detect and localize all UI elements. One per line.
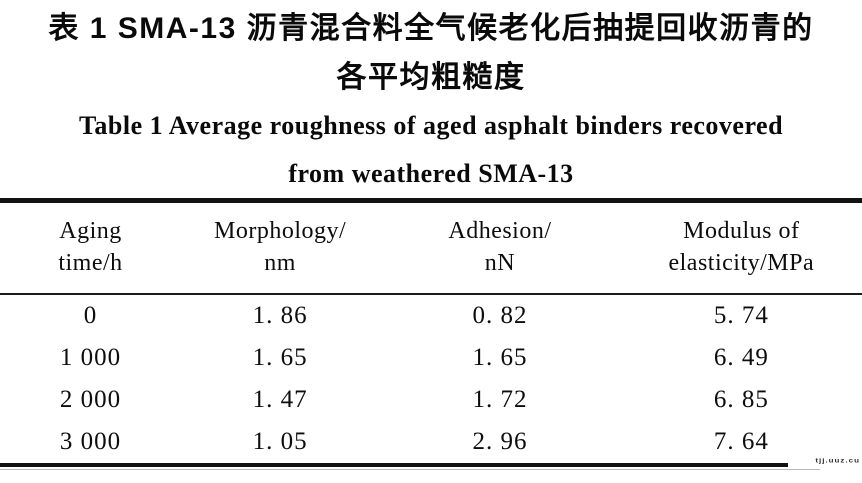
cell-adhesion: 1. 65 bbox=[472, 344, 528, 371]
col-header-modulus-line2: elasticity/MPa bbox=[668, 250, 815, 276]
cell-morphology: 1. 47 bbox=[252, 386, 308, 413]
data-table: Aging time/h Morphology/ nm Adhesion/ nN… bbox=[0, 203, 862, 463]
table-row: 0 1. 86 0. 82 5. 74 bbox=[0, 294, 862, 337]
cell-modulus: 6. 85 bbox=[713, 386, 769, 413]
data-table-container: Aging time/h Morphology/ nm Adhesion/ nN… bbox=[0, 198, 862, 470]
watermark-text: tjj.uuz.cu bbox=[815, 456, 860, 465]
table-caption-zh: 表 1 SMA-13 沥青混合料全气候老化后抽提回收沥青的 各平均粗糙度 bbox=[0, 4, 862, 102]
table-header-row: Aging time/h Morphology/ nm Adhesion/ nN… bbox=[0, 203, 862, 295]
cell-morphology: 1. 65 bbox=[252, 344, 308, 371]
cell-aging-time: 2 000 bbox=[59, 386, 122, 413]
table-row: 1 000 1. 65 1. 65 6. 49 bbox=[0, 337, 862, 379]
col-header-modulus: Modulus of elasticity/MPa bbox=[620, 203, 862, 295]
table-bottom-rule bbox=[0, 463, 820, 470]
cell-adhesion: 0. 82 bbox=[472, 302, 528, 329]
col-header-aging-time-line1: Aging bbox=[59, 218, 122, 244]
table-caption-en: Table 1 Average roughness of aged asphal… bbox=[0, 102, 862, 198]
cell-modulus: 6. 49 bbox=[713, 344, 769, 371]
col-header-adhesion: Adhesion/ nN bbox=[379, 203, 621, 295]
cell-adhesion: 2. 96 bbox=[472, 428, 528, 455]
col-header-morphology-line1: Morphology/ bbox=[214, 218, 347, 244]
caption-zh-line2: 各平均粗糙度 bbox=[336, 61, 526, 94]
cell-aging-time: 3 000 bbox=[59, 428, 122, 455]
table-row: 3 000 1. 05 2. 96 7. 64 bbox=[0, 421, 862, 463]
col-header-morphology-line2: nm bbox=[264, 250, 296, 276]
cell-morphology: 1. 86 bbox=[252, 302, 308, 329]
caption-en-line1: Table 1 Average roughness of aged asphal… bbox=[78, 111, 784, 140]
cell-modulus: 7. 64 bbox=[713, 428, 769, 455]
col-header-morphology: Morphology/ nm bbox=[181, 203, 380, 295]
cell-morphology: 1. 05 bbox=[252, 428, 308, 455]
caption-en-line2: from weathered SMA-13 bbox=[288, 159, 574, 188]
col-header-aging-time-line2: time/h bbox=[58, 250, 123, 276]
caption-zh-line1: 表 1 SMA-13 沥青混合料全气候老化后抽提回收沥青的 bbox=[48, 12, 814, 45]
cell-adhesion: 1. 72 bbox=[472, 386, 528, 413]
col-header-adhesion-line2: nN bbox=[484, 250, 516, 276]
col-header-modulus-line1: Modulus of bbox=[683, 218, 800, 244]
col-header-adhesion-line1: Adhesion/ bbox=[448, 218, 552, 244]
cell-aging-time: 1 000 bbox=[59, 344, 122, 371]
cell-modulus: 5. 74 bbox=[713, 302, 769, 329]
cell-aging-time: 0 bbox=[83, 302, 98, 329]
table-row: 2 000 1. 47 1. 72 6. 85 bbox=[0, 379, 862, 421]
col-header-aging-time: Aging time/h bbox=[0, 203, 182, 295]
